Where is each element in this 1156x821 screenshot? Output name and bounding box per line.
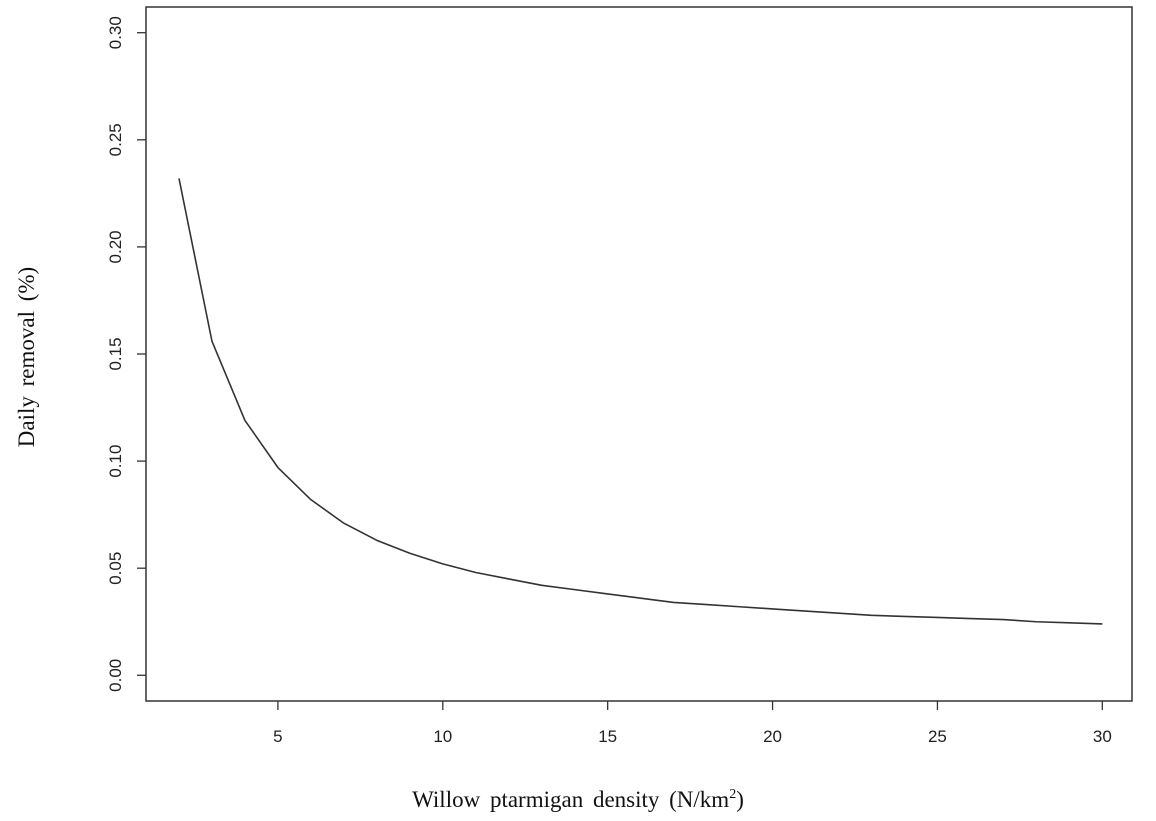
data-point <box>838 612 840 614</box>
data-point <box>409 552 411 554</box>
x-axis-title-main: Willow ptarmigan density (N/km <box>412 787 730 812</box>
x-axis: 5 10 15 20 25 30 <box>273 701 1112 746</box>
data-point <box>277 467 279 469</box>
data-point <box>442 563 444 565</box>
data-point <box>772 608 774 610</box>
data-point <box>508 578 510 580</box>
series-layer <box>178 178 1103 625</box>
y-tick-label: 0.25 <box>106 123 125 156</box>
data-point <box>1069 622 1071 624</box>
data-point <box>607 593 609 595</box>
x-tick-label: 20 <box>763 727 782 746</box>
x-tick-label: 5 <box>273 727 282 746</box>
y-tick-label: 0.10 <box>106 445 125 478</box>
x-axis-title: Willow ptarmigan density (N/km2) <box>0 787 1156 812</box>
y-tick-label: 0.00 <box>106 659 125 692</box>
data-point <box>640 597 642 599</box>
data-point <box>871 615 873 617</box>
x-axis-title-superscript: 2 <box>729 787 737 802</box>
data-point <box>574 589 576 591</box>
y-tick-label: 0.15 <box>106 337 125 370</box>
data-point <box>1003 619 1005 621</box>
plot-frame <box>145 6 1133 702</box>
data-point <box>706 604 708 606</box>
x-tick-label: 15 <box>598 727 617 746</box>
data-point <box>178 178 180 180</box>
data-point <box>343 522 345 524</box>
data-point <box>244 420 246 422</box>
data-point <box>970 618 972 620</box>
data-point <box>211 340 213 342</box>
data-point <box>673 602 675 604</box>
y-tick-label: 0.20 <box>106 230 125 263</box>
x-tick-label: 10 <box>433 727 452 746</box>
data-point <box>310 499 312 501</box>
data-point <box>1102 623 1104 625</box>
data-point <box>1036 621 1038 623</box>
data-point <box>739 606 741 608</box>
x-tick-label: 30 <box>1093 727 1112 746</box>
y-axis: 0.00 0.05 0.10 0.15 0.20 0.25 0.30 <box>106 16 146 692</box>
y-axis-title: Daily removal (%) <box>14 267 39 447</box>
data-point <box>805 610 807 612</box>
x-axis-title-end: ) <box>736 787 744 812</box>
series-line <box>178 178 1103 625</box>
data-point <box>937 617 939 619</box>
data-point <box>541 585 543 587</box>
data-point <box>904 616 906 618</box>
data-point <box>475 572 477 574</box>
data-point <box>376 540 378 542</box>
y-tick-label: 0.30 <box>106 16 125 49</box>
x-tick-label: 25 <box>928 727 947 746</box>
y-tick-label: 0.05 <box>106 552 125 585</box>
